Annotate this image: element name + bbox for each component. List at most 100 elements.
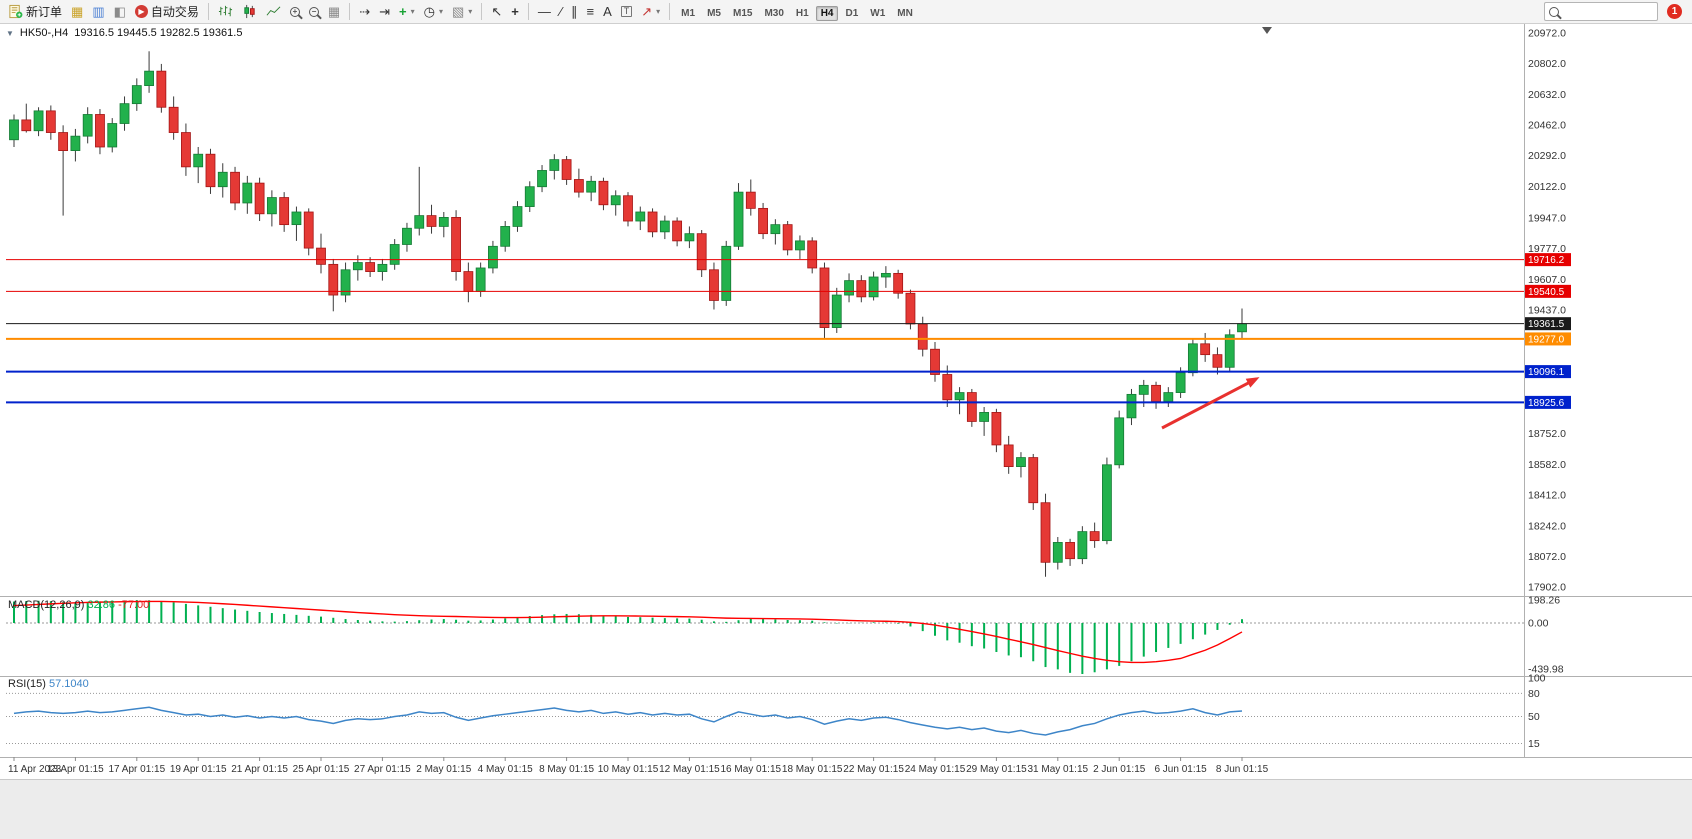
search-input[interactable]	[1563, 4, 1653, 19]
date-label: 22 May 01:15	[843, 764, 904, 775]
zoom-out-icon: −	[308, 6, 319, 17]
candle	[70, 135, 81, 151]
timeframe-H1[interactable]: H1	[795, 7, 809, 19]
tile-windows-button[interactable]: ▦	[324, 2, 344, 21]
zoom-in-button[interactable]: +	[286, 2, 304, 21]
price-line-label	[1525, 253, 1571, 267]
date-label: 8 Jun 01:15	[1216, 764, 1269, 775]
candle	[598, 180, 609, 206]
profiles-button[interactable]: ▥	[88, 2, 108, 21]
indicators-button[interactable]: + ▾	[395, 2, 419, 21]
svg-text:20802.0: 20802.0	[1528, 58, 1566, 70]
svg-text:18072.0: 18072.0	[1528, 551, 1566, 563]
auto-scroll-icon: ⇢	[359, 4, 371, 19]
candle	[709, 269, 719, 301]
timeframe-M15[interactable]: M15	[732, 7, 753, 19]
fibonacci-tool-button[interactable]: ≡	[582, 2, 598, 21]
svg-text:19716.2: 19716.2	[1528, 255, 1565, 266]
candle	[856, 280, 867, 298]
svg-text:19777.0: 19777.0	[1528, 243, 1566, 255]
candle	[635, 211, 646, 222]
new-order-label: 新订单	[26, 5, 63, 19]
candle	[340, 269, 351, 296]
svg-text:19361.5: 19361.5	[1528, 319, 1565, 330]
candlestick-chart-type-button[interactable]	[238, 2, 261, 21]
bar-chart-type-button[interactable]	[214, 2, 237, 21]
candle	[1052, 542, 1063, 563]
chart-window: 20972.0 20802.0 20632.0 20462.0 20292.0 20122…	[0, 24, 1692, 779]
candle	[193, 153, 204, 168]
crosshair-icon: +	[511, 4, 519, 19]
candle	[438, 217, 449, 227]
search-box	[1544, 2, 1658, 21]
trendline-tool-button[interactable]: ∕	[556, 2, 566, 21]
channel-tool-button[interactable]: ∥	[567, 2, 582, 21]
chevron-down-icon: ▾	[438, 7, 443, 16]
trend-arrow[interactable]	[1161, 377, 1257, 430]
one-click-trading-toggle[interactable]: ▼	[6, 28, 14, 38]
crosshair-button[interactable]: +	[507, 2, 523, 21]
data-window-button[interactable]: ◧	[110, 2, 130, 21]
label-tool-button[interactable]: T	[617, 2, 637, 21]
candle	[1003, 444, 1014, 467]
candle	[1175, 372, 1186, 393]
candle	[266, 197, 277, 215]
candle	[930, 348, 940, 375]
timeframe-M5[interactable]: M5	[707, 7, 721, 19]
horizontal-line-tool-button[interactable]: —	[534, 2, 555, 21]
timeframe-MN[interactable]: MN	[897, 7, 913, 19]
macd-scale-label: -439.98	[1528, 664, 1564, 676]
date-label: 12 May 01:15	[659, 764, 720, 775]
tile-windows-icon: ▦	[327, 4, 341, 19]
candle	[893, 272, 904, 294]
svg-text:19607.0: 19607.0	[1528, 274, 1566, 286]
text-tool-button[interactable]: A	[599, 2, 616, 21]
timeframe-H4[interactable]: H4	[815, 5, 839, 21]
arrows-tool-button[interactable]: ↗ ▾	[637, 2, 664, 21]
candle	[647, 211, 658, 233]
candle	[586, 180, 597, 193]
candle	[1114, 417, 1125, 466]
candle	[168, 106, 179, 133]
date-label: 16 May 01:15	[720, 764, 781, 775]
date-label: 10 May 01:15	[598, 764, 659, 775]
candle	[807, 240, 818, 269]
chart-canvas[interactable]: 20972.0 20802.0 20632.0 20462.0 20292.0 20122…	[0, 24, 1692, 779]
date-label: 31 May 01:15	[1027, 764, 1088, 775]
candle	[316, 247, 326, 265]
candle	[684, 233, 695, 242]
price-line-label	[1525, 317, 1571, 331]
zoom-out-button[interactable]: −	[305, 2, 323, 21]
timeframe-W1[interactable]: W1	[870, 7, 886, 19]
candle	[488, 245, 498, 269]
chart-shift-button[interactable]: ⇥	[375, 2, 394, 21]
autotrading-button[interactable]: ▶ 自动交易	[131, 2, 203, 21]
svg-text:20122.0: 20122.0	[1528, 181, 1566, 193]
svg-text:19437.0: 19437.0	[1528, 305, 1566, 317]
profiles-icon: ▥	[92, 4, 105, 19]
date-label: 8 May 01:15	[539, 764, 594, 775]
candle	[966, 392, 977, 422]
chart-window-button[interactable]: ▦	[67, 2, 87, 21]
timeframe-M30[interactable]: M30	[764, 7, 784, 19]
templates-button[interactable]: ▧ ▾	[448, 2, 476, 21]
timeframe-D1[interactable]: D1	[845, 7, 859, 19]
candle	[217, 171, 228, 188]
svg-text:20462.0: 20462.0	[1528, 119, 1566, 131]
horizontal-lines: 19716.2 19540.5 19361.5 19277.0 19096.1 18925…	[6, 253, 1571, 409]
timeframe-M1[interactable]: M1	[681, 7, 696, 19]
auto-scroll-button[interactable]: ⇢	[355, 2, 374, 21]
candle	[561, 159, 572, 180]
line-chart-type-button[interactable]	[262, 2, 285, 21]
trendline-icon: ∕	[559, 4, 562, 19]
candle	[303, 211, 314, 249]
label-icon: T	[620, 6, 633, 17]
date-label: 27 Apr 01:15	[354, 764, 411, 775]
cursor-button[interactable]: ↖	[487, 2, 506, 21]
new-order-button[interactable]: 新订单	[4, 2, 66, 21]
date-label: 6 Jun 01:15	[1154, 764, 1207, 775]
notification-badge[interactable]: 1	[1667, 4, 1682, 19]
periods-button[interactable]: ◷ ▾	[420, 2, 447, 21]
chart-shift-marker[interactable]	[1262, 27, 1272, 34]
date-label: 2 May 01:15	[416, 764, 471, 775]
